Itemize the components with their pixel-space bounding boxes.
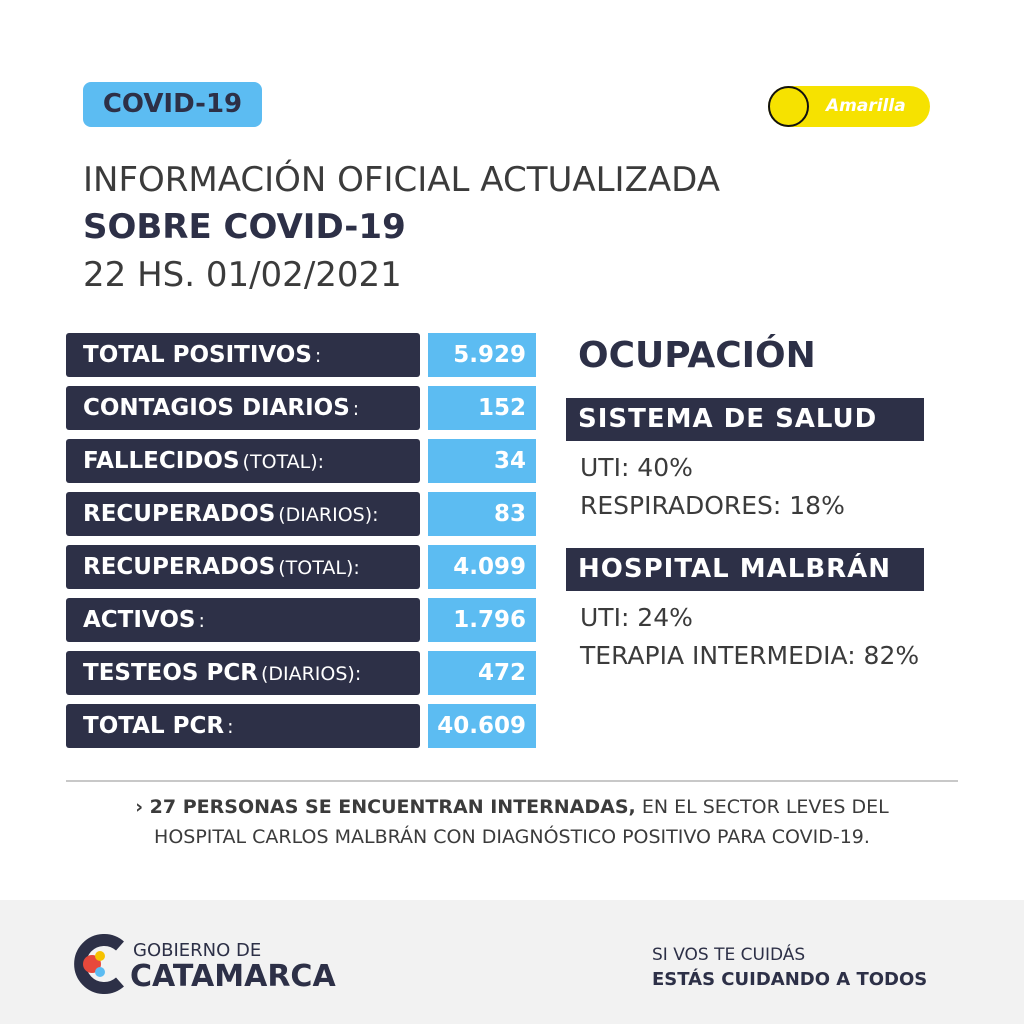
row-value: 4.099 [428, 545, 536, 589]
row-label: TOTAL POSITIVOS: [66, 333, 420, 377]
row-label: RECUPERADOS (TOTAL): [66, 545, 420, 589]
title-line: INFORMACIÓN OFICIAL ACTUALIZADA [83, 160, 720, 200]
footer: GOBIERNO DE CATAMARCA SI VOS TE CUIDÁS E… [0, 900, 1024, 1024]
row-qualifier: (DIARIOS): [260, 663, 362, 685]
slogan-bottom: ESTÁS CUIDANDO A TODOS [652, 969, 928, 990]
note-text: EN EL SECTOR LEVES DEL [641, 796, 889, 818]
logo-main: CATAMARCA [130, 959, 336, 994]
title-line: SOBRE COVID-19 [83, 207, 406, 247]
row-name: TOTAL POSITIVOS [83, 342, 312, 368]
row-label: FALLECIDOS (TOTAL): [66, 439, 420, 483]
row-name: RECUPERADOS [83, 554, 276, 580]
note-line: › 27 PERSONAS SE ENCUENTRAN INTERNADAS, … [0, 796, 1024, 818]
row-qualifier: : [227, 716, 234, 738]
divider [66, 780, 958, 782]
row-value: 152 [428, 386, 536, 430]
logo-mark [74, 934, 124, 994]
row-value: 40.609 [428, 704, 536, 748]
logo-top: GOBIERNO DE [133, 940, 262, 961]
row-value: 34 [428, 439, 536, 483]
row-name: RECUPERADOS [83, 501, 276, 527]
row-label: TESTEOS PCR (DIARIOS): [66, 651, 420, 695]
badge: COVID-19 [83, 82, 262, 127]
row-label: CONTAGIOS DIARIOS: [66, 386, 420, 430]
row-value: 83 [428, 492, 536, 536]
section-title: OCUPACIÓN [578, 335, 816, 376]
row-qualifier: (TOTAL): [278, 557, 360, 579]
occupancy-item: TERAPIA INTERMEDIA: 82% [580, 641, 920, 670]
row-name: CONTAGIOS DIARIOS [83, 395, 350, 421]
row-name: TESTEOS PCR [83, 660, 258, 686]
row-name: TOTAL PCR [83, 713, 225, 739]
note-line: HOSPITAL CARLOS MALBRÁN CON DIAGNÓSTICO … [154, 826, 870, 848]
row-label: ACTIVOS: [66, 598, 420, 642]
row-value: 1.796 [428, 598, 536, 642]
row-qualifier: (DIARIOS): [278, 504, 379, 526]
status-toggle: Amarilla [768, 86, 930, 127]
row-label: TOTAL PCR: [66, 704, 420, 748]
status-label: Amarilla [826, 96, 906, 116]
row-value: 472 [428, 651, 536, 695]
row-name: FALLECIDOS [83, 448, 240, 474]
row-label: RECUPERADOS (DIARIOS): [66, 492, 420, 536]
row-qualifier: : [352, 398, 360, 420]
row-qualifier: : [314, 345, 322, 367]
date: 22 HS. 01/02/2021 [83, 255, 402, 295]
group-title: SISTEMA DE SALUD [566, 398, 924, 441]
occupancy-item: RESPIRADORES: 18% [580, 491, 845, 520]
group-title: HOSPITAL MALBRÁN [566, 548, 924, 591]
note-bold: › 27 PERSONAS SE ENCUENTRAN INTERNADAS, [135, 796, 636, 818]
row-qualifier: (TOTAL): [242, 451, 325, 473]
row-name: ACTIVOS [83, 607, 196, 633]
occupancy-item: UTI: 24% [580, 603, 693, 632]
row-value: 5.929 [428, 333, 536, 377]
occupancy-item: UTI: 40% [580, 453, 693, 482]
slogan-top: SI VOS TE CUIDÁS [652, 945, 806, 965]
row-qualifier: : [198, 610, 205, 632]
toggle-knob [768, 86, 809, 127]
